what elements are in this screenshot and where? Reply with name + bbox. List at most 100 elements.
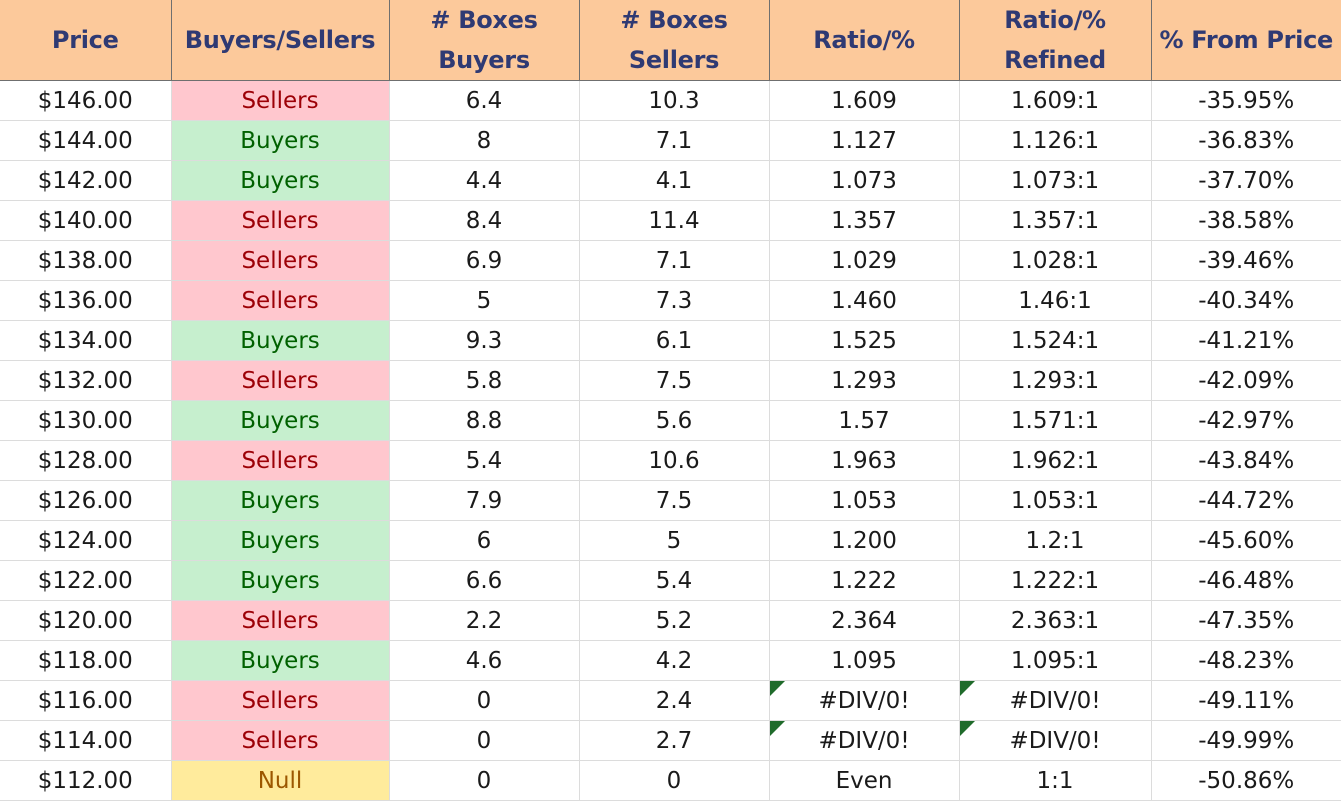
cell-ratio[interactable]: 1.963 <box>769 440 960 481</box>
cell-boxes-buyers[interactable]: 4.6 <box>389 640 580 681</box>
cell-boxes-sellers[interactable]: 11.4 <box>579 200 770 241</box>
cell-price[interactable]: $124.00 <box>0 520 172 561</box>
cell-buyers-sellers[interactable]: Buyers <box>171 400 390 441</box>
error-indicator-icon[interactable] <box>959 681 975 696</box>
cell-price[interactable]: $120.00 <box>0 600 172 641</box>
cell-boxes-buyers[interactable]: 8.4 <box>389 200 580 241</box>
cell-price[interactable]: $116.00 <box>0 680 172 721</box>
cell-from-price[interactable]: -41.21% <box>1151 320 1341 361</box>
cell-boxes-buyers[interactable]: 6.4 <box>389 80 580 121</box>
cell-ratio[interactable]: #DIV/0! <box>769 680 960 721</box>
cell-ratio[interactable]: 1.095 <box>769 640 960 681</box>
cell-boxes-sellers[interactable]: 4.1 <box>579 160 770 201</box>
cell-boxes-sellers[interactable]: 7.1 <box>579 120 770 161</box>
cell-boxes-sellers[interactable]: 2.4 <box>579 680 770 721</box>
cell-price[interactable]: $118.00 <box>0 640 172 681</box>
cell-ratio-refined[interactable]: #DIV/0! <box>959 680 1152 721</box>
cell-ratio[interactable]: 1.57 <box>769 400 960 441</box>
cell-ratio[interactable]: Even <box>769 760 960 801</box>
cell-boxes-buyers[interactable]: 4.4 <box>389 160 580 201</box>
cell-buyers-sellers[interactable]: Buyers <box>171 480 390 521</box>
cell-boxes-sellers[interactable]: 10.3 <box>579 80 770 121</box>
cell-boxes-buyers[interactable]: 6.6 <box>389 560 580 601</box>
cell-price[interactable]: $122.00 <box>0 560 172 601</box>
cell-ratio-refined[interactable]: 1.028:1 <box>959 240 1152 281</box>
cell-boxes-buyers[interactable]: 0 <box>389 760 580 801</box>
cell-boxes-sellers[interactable]: 10.6 <box>579 440 770 481</box>
cell-boxes-sellers[interactable]: 5 <box>579 520 770 561</box>
cell-buyers-sellers[interactable]: Sellers <box>171 600 390 641</box>
cell-buyers-sellers[interactable]: Sellers <box>171 280 390 321</box>
cell-boxes-buyers[interactable]: 5.8 <box>389 360 580 401</box>
cell-boxes-buyers[interactable]: 7.9 <box>389 480 580 521</box>
cell-price[interactable]: $130.00 <box>0 400 172 441</box>
cell-from-price[interactable]: -37.70% <box>1151 160 1341 201</box>
cell-boxes-sellers[interactable]: 7.3 <box>579 280 770 321</box>
cell-ratio[interactable]: 1.525 <box>769 320 960 361</box>
cell-boxes-sellers[interactable]: 0 <box>579 760 770 801</box>
cell-ratio[interactable]: 1.460 <box>769 280 960 321</box>
cell-ratio-refined[interactable]: 1.357:1 <box>959 200 1152 241</box>
cell-ratio-refined[interactable]: 1.524:1 <box>959 320 1152 361</box>
cell-boxes-buyers[interactable]: 9.3 <box>389 320 580 361</box>
cell-price[interactable]: $142.00 <box>0 160 172 201</box>
cell-price[interactable]: $144.00 <box>0 120 172 161</box>
cell-ratio-refined[interactable]: 1.126:1 <box>959 120 1152 161</box>
cell-buyers-sellers[interactable]: Sellers <box>171 200 390 241</box>
cell-boxes-sellers[interactable]: 5.4 <box>579 560 770 601</box>
cell-from-price[interactable]: -39.46% <box>1151 240 1341 281</box>
cell-price[interactable]: $146.00 <box>0 80 172 121</box>
cell-from-price[interactable]: -43.84% <box>1151 440 1341 481</box>
cell-price[interactable]: $132.00 <box>0 360 172 401</box>
cell-boxes-buyers[interactable]: 5 <box>389 280 580 321</box>
cell-ratio-refined[interactable]: 1.222:1 <box>959 560 1152 601</box>
error-indicator-icon[interactable] <box>959 721 975 736</box>
cell-ratio[interactable]: #DIV/0! <box>769 720 960 761</box>
cell-ratio-refined[interactable]: 1.293:1 <box>959 360 1152 401</box>
header-boxes-sellers[interactable]: # Boxes Sellers <box>579 0 770 81</box>
cell-ratio-refined[interactable]: 1.46:1 <box>959 280 1152 321</box>
cell-from-price[interactable]: -38.58% <box>1151 200 1341 241</box>
cell-boxes-sellers[interactable]: 7.5 <box>579 480 770 521</box>
header-price[interactable]: Price <box>0 0 172 81</box>
cell-ratio-refined[interactable]: #DIV/0! <box>959 720 1152 761</box>
cell-boxes-sellers[interactable]: 5.6 <box>579 400 770 441</box>
cell-buyers-sellers[interactable]: Buyers <box>171 320 390 361</box>
cell-ratio-refined[interactable]: 1.571:1 <box>959 400 1152 441</box>
cell-from-price[interactable]: -36.83% <box>1151 120 1341 161</box>
cell-from-price[interactable]: -45.60% <box>1151 520 1341 561</box>
cell-from-price[interactable]: -42.97% <box>1151 400 1341 441</box>
header-ratio-refined[interactable]: Ratio/% Refined <box>959 0 1152 81</box>
cell-boxes-buyers[interactable]: 0 <box>389 680 580 721</box>
cell-ratio[interactable]: 1.029 <box>769 240 960 281</box>
cell-buyers-sellers[interactable]: Null <box>171 760 390 801</box>
cell-ratio-refined[interactable]: 1.609:1 <box>959 80 1152 121</box>
cell-boxes-buyers[interactable]: 2.2 <box>389 600 580 641</box>
cell-ratio-refined[interactable]: 1.2:1 <box>959 520 1152 561</box>
cell-buyers-sellers[interactable]: Buyers <box>171 640 390 681</box>
cell-price[interactable]: $114.00 <box>0 720 172 761</box>
header-buyers-sellers[interactable]: Buyers/Sellers <box>171 0 390 81</box>
cell-boxes-buyers[interactable]: 0 <box>389 720 580 761</box>
cell-boxes-sellers[interactable]: 2.7 <box>579 720 770 761</box>
cell-price[interactable]: $140.00 <box>0 200 172 241</box>
cell-ratio[interactable]: 2.364 <box>769 600 960 641</box>
cell-buyers-sellers[interactable]: Sellers <box>171 240 390 281</box>
cell-ratio-refined[interactable]: 1.095:1 <box>959 640 1152 681</box>
cell-ratio[interactable]: 1.200 <box>769 520 960 561</box>
cell-boxes-sellers[interactable]: 7.1 <box>579 240 770 281</box>
cell-from-price[interactable]: -50.86% <box>1151 760 1341 801</box>
cell-ratio[interactable]: 1.609 <box>769 80 960 121</box>
cell-buyers-sellers[interactable]: Sellers <box>171 80 390 121</box>
cell-boxes-sellers[interactable]: 7.5 <box>579 360 770 401</box>
header-boxes-buyers[interactable]: # Boxes Buyers <box>389 0 580 81</box>
header-ratio[interactable]: Ratio/% <box>769 0 960 81</box>
cell-ratio[interactable]: 1.073 <box>769 160 960 201</box>
cell-ratio[interactable]: 1.293 <box>769 360 960 401</box>
cell-buyers-sellers[interactable]: Sellers <box>171 680 390 721</box>
cell-from-price[interactable]: -48.23% <box>1151 640 1341 681</box>
cell-boxes-sellers[interactable]: 4.2 <box>579 640 770 681</box>
cell-from-price[interactable]: -40.34% <box>1151 280 1341 321</box>
cell-from-price[interactable]: -35.95% <box>1151 80 1341 121</box>
cell-boxes-buyers[interactable]: 5.4 <box>389 440 580 481</box>
